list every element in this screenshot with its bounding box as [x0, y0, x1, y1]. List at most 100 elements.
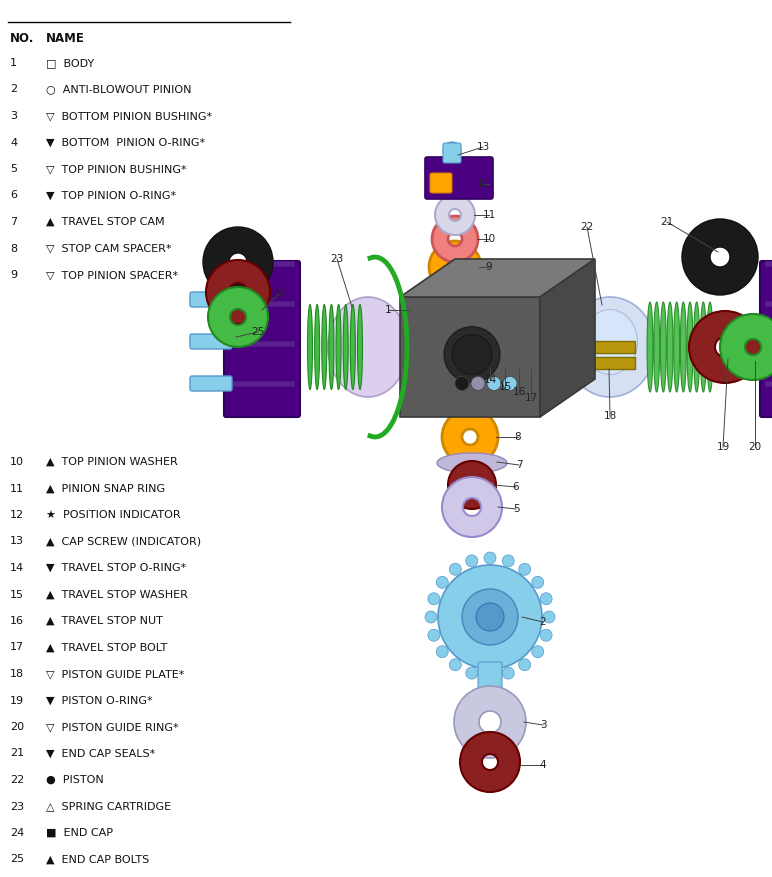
Text: 1: 1	[10, 58, 17, 68]
Text: 2: 2	[540, 617, 547, 627]
Text: 2: 2	[10, 84, 17, 95]
Circle shape	[519, 659, 530, 671]
Ellipse shape	[694, 302, 699, 392]
Text: 11: 11	[10, 483, 24, 494]
Text: ▲  END CAP BOLTS: ▲ END CAP BOLTS	[46, 854, 149, 865]
Circle shape	[444, 326, 500, 382]
Bar	[229, 301, 295, 307]
Text: 12: 12	[10, 510, 24, 520]
Text: 18: 18	[604, 411, 617, 421]
Text: 8: 8	[515, 432, 521, 442]
Bar	[765, 261, 772, 267]
FancyBboxPatch shape	[425, 157, 493, 199]
Ellipse shape	[647, 302, 653, 392]
Circle shape	[484, 552, 496, 564]
Ellipse shape	[329, 304, 334, 389]
Circle shape	[503, 555, 514, 567]
Bar	[765, 381, 772, 387]
FancyBboxPatch shape	[430, 173, 452, 193]
Text: 15: 15	[10, 589, 24, 600]
Text: 17: 17	[10, 643, 24, 652]
Bar	[575, 341, 635, 353]
Ellipse shape	[322, 304, 327, 389]
Circle shape	[425, 611, 437, 623]
Bar	[229, 381, 295, 387]
FancyBboxPatch shape	[190, 376, 232, 391]
Circle shape	[503, 667, 514, 679]
Bar	[765, 301, 772, 307]
Circle shape	[452, 335, 492, 374]
Polygon shape	[540, 259, 595, 417]
Text: ▲  TRAVEL STOP NUT: ▲ TRAVEL STOP NUT	[46, 616, 163, 626]
FancyBboxPatch shape	[224, 261, 300, 417]
Circle shape	[487, 376, 501, 390]
Ellipse shape	[328, 297, 408, 397]
Circle shape	[436, 645, 449, 658]
Text: ▼  END CAP SEALS*: ▼ END CAP SEALS*	[46, 748, 155, 759]
Ellipse shape	[654, 302, 659, 392]
Ellipse shape	[336, 304, 341, 389]
Text: 20: 20	[10, 722, 24, 732]
Text: ▽  STOP CAM SPACER*: ▽ STOP CAM SPACER*	[46, 244, 171, 253]
Text: 4: 4	[10, 138, 17, 147]
Bar	[229, 341, 295, 347]
Circle shape	[428, 629, 440, 641]
Text: 3: 3	[540, 720, 547, 730]
Bar	[229, 261, 295, 267]
Text: 14: 14	[10, 563, 24, 573]
Circle shape	[436, 576, 449, 588]
Text: ▲  TRAVEL STOP BOLT: ▲ TRAVEL STOP BOLT	[46, 643, 168, 652]
Text: 13: 13	[476, 142, 489, 152]
Ellipse shape	[344, 304, 348, 389]
Text: 14: 14	[483, 375, 496, 385]
Text: 16: 16	[10, 616, 24, 626]
Circle shape	[476, 603, 504, 631]
Text: NO.: NO.	[10, 32, 35, 45]
Text: ▽  PISTON GUIDE PLATE*: ▽ PISTON GUIDE PLATE*	[46, 669, 185, 679]
Circle shape	[532, 576, 543, 588]
Text: 19: 19	[716, 442, 730, 452]
Circle shape	[503, 376, 517, 390]
Circle shape	[462, 589, 518, 645]
Circle shape	[519, 563, 530, 575]
Text: ▽  BOTTOM PINION BUSHING*: ▽ BOTTOM PINION BUSHING*	[46, 111, 212, 121]
Circle shape	[449, 659, 462, 671]
Bar	[575, 357, 635, 369]
Text: 7: 7	[10, 217, 17, 227]
Circle shape	[540, 629, 552, 641]
FancyBboxPatch shape	[443, 143, 461, 163]
Ellipse shape	[357, 304, 363, 389]
Text: NAME: NAME	[46, 32, 85, 45]
Text: 12: 12	[476, 179, 489, 189]
Text: 4: 4	[540, 760, 547, 770]
Text: 6: 6	[10, 190, 17, 201]
Polygon shape	[400, 259, 595, 297]
FancyBboxPatch shape	[190, 334, 232, 349]
Text: 9: 9	[10, 270, 17, 280]
Ellipse shape	[680, 302, 686, 392]
Ellipse shape	[315, 304, 320, 389]
FancyBboxPatch shape	[478, 662, 502, 696]
FancyBboxPatch shape	[760, 261, 772, 417]
Text: 9: 9	[486, 262, 493, 272]
Polygon shape	[400, 297, 540, 417]
Text: 7: 7	[516, 460, 523, 470]
FancyBboxPatch shape	[190, 292, 232, 307]
Text: ▽  TOP PINION BUSHING*: ▽ TOP PINION BUSHING*	[46, 164, 187, 174]
Circle shape	[438, 565, 542, 669]
Text: 24: 24	[273, 289, 286, 299]
Text: ▼  PISTON O-RING*: ▼ PISTON O-RING*	[46, 695, 153, 705]
Text: 1: 1	[384, 305, 391, 315]
Circle shape	[543, 611, 555, 623]
Text: 22: 22	[10, 775, 24, 785]
Circle shape	[540, 593, 552, 605]
Text: ○  ANTI-BLOWOUT PINION: ○ ANTI-BLOWOUT PINION	[46, 84, 191, 95]
Text: 21: 21	[10, 748, 24, 759]
Ellipse shape	[565, 297, 655, 397]
Text: 8: 8	[10, 244, 17, 253]
Circle shape	[449, 563, 462, 575]
Text: 16: 16	[513, 387, 526, 397]
Text: △  SPRING CARTRIDGE: △ SPRING CARTRIDGE	[46, 802, 171, 811]
Text: 25: 25	[10, 854, 24, 865]
Text: 18: 18	[10, 669, 24, 679]
